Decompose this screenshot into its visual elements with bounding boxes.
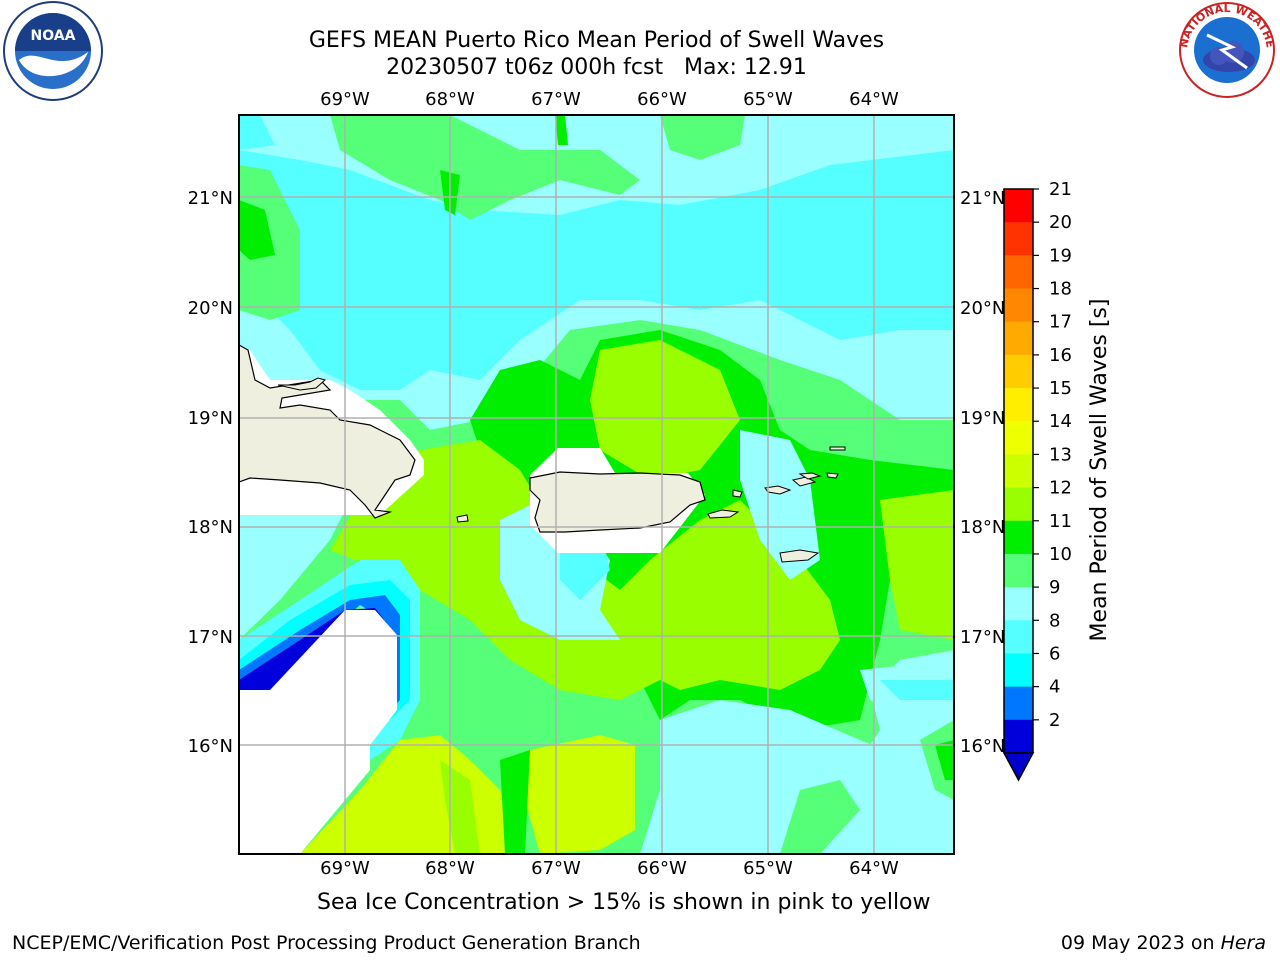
lat-label-left: 19°N [188,408,233,429]
lon-label-top: 67°W [531,89,581,110]
lat-label-left: 18°N [188,517,233,538]
colorbar-frame [1003,188,1034,754]
colorbar-tick-label: 6 [1049,643,1060,664]
lat-label-left: 16°N [188,736,233,757]
colorbar-swatch [1004,587,1033,621]
footer-credit: NCEP/EMC/Verification Post Processing Pr… [12,932,641,954]
footer-date: 09 May 2023 on Hera [1061,932,1266,954]
colorbar-tick-label: 16 [1049,345,1072,366]
colorbar-swatch [1004,487,1033,522]
lon-label-bottom: 67°W [531,858,581,879]
lon-label-bottom: 65°W [743,858,793,879]
colorbar-label: Mean Period of Swell Waves [s] [1087,299,1112,642]
colorbar-tick-label: 20 [1049,212,1072,233]
noaa-logo: NOAA [3,1,103,101]
sea-ice-note: Sea Ice Concentration > 15% is shown in … [317,890,931,915]
lat-label-right: 17°N [960,627,1005,648]
lon-label-bottom: 68°W [425,858,475,879]
colorbar-swatch [1004,719,1033,754]
colorbar-swatch [1004,354,1033,389]
lon-label-top: 65°W [743,89,793,110]
chart-title-line1: GEFS MEAN Puerto Rico Mean Period of Swe… [308,28,885,53]
colorbar-tick-label: 10 [1049,544,1072,565]
lat-label-left: 21°N [188,188,233,209]
colorbar-extend-arrow [1002,752,1035,782]
colorbar-swatch [1004,454,1033,489]
colorbar-swatch [1004,553,1033,588]
colorbar-swatch [1004,288,1033,323]
lon-label-top: 66°W [637,89,687,110]
colorbar-swatch [1004,255,1033,290]
colorbar-swatch [1004,520,1033,555]
colorbar-tick-label: 15 [1049,378,1072,399]
lon-label-top: 69°W [320,89,370,110]
footer-date-text: 09 May 2023 on [1060,932,1221,954]
chart-title-line2: 20230507 t06z 000h fcst Max: 12.91 [386,55,807,80]
footer-host: Hera [1220,932,1266,954]
map-frame [238,114,955,855]
colorbar-tick-label: 9 [1049,577,1060,598]
lat-label-right: 18°N [960,517,1005,538]
lon-label-top: 68°W [425,89,475,110]
lon-label-top: 64°W [849,89,899,110]
colorbar-tick-label: 13 [1049,444,1072,465]
map-gridlines [239,115,954,854]
lon-label-bottom: 66°W [637,858,687,879]
colorbar-swatch [1004,189,1033,223]
lon-label-bottom: 64°W [849,858,899,879]
colorbar-swatch [1004,388,1033,422]
lat-label-right: 19°N [960,408,1005,429]
colorbar-tick-label: 19 [1049,245,1072,266]
colorbar-tick-label: 8 [1049,610,1060,631]
colorbar-swatch [1004,620,1033,654]
colorbar-tick-label: 14 [1049,411,1072,432]
colorbar-tick-label: 4 [1049,677,1060,698]
colorbar: 21 20 19 18 17 16 15 14 13 12 11 10 9 8 6 4 2 [1002,179,1072,782]
lat-label-right: 21°N [960,188,1005,209]
colorbar-tick-label: 18 [1049,279,1072,300]
colorbar-swatch [1004,321,1033,356]
colorbar-tick-label: 2 [1049,710,1060,731]
colorbar-tick-label: 21 [1049,179,1072,200]
lat-label-left: 17°N [188,627,233,648]
colorbar-swatch [1004,653,1033,688]
lat-label-left: 20°N [188,298,233,319]
lat-label-right: 20°N [960,298,1005,319]
colorbar-tick-label: 11 [1049,511,1072,532]
colorbar-tick-label: 12 [1049,478,1072,499]
svg-text:NOAA: NOAA [31,28,76,44]
lat-label-right: 16°N [960,736,1005,757]
colorbar-swatch [1004,421,1033,455]
colorbar-swatch [1004,686,1033,721]
nws-logo: NATIONAL WEATHER SERVICE [1177,0,1277,98]
swell-period-field [239,115,954,854]
colorbar-swatch [1004,222,1033,256]
lon-label-bottom: 69°W [320,858,370,879]
colorbar-tick-label: 17 [1049,312,1072,333]
